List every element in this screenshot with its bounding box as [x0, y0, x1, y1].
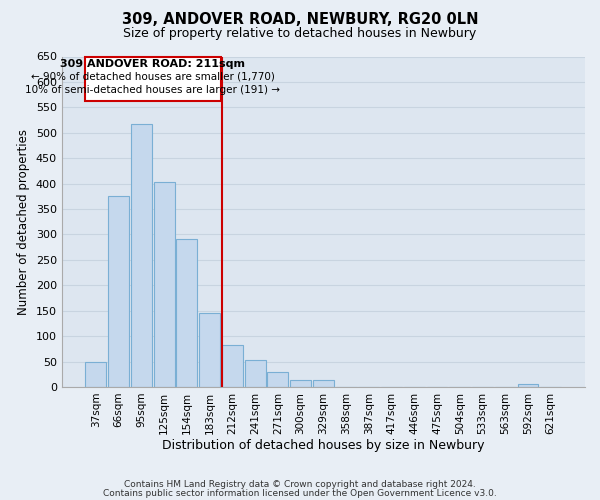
Text: 10% of semi-detached houses are larger (191) →: 10% of semi-detached houses are larger (… [25, 84, 280, 94]
Y-axis label: Number of detached properties: Number of detached properties [17, 128, 30, 314]
Bar [131, 124, 152, 387]
Bar [268, 372, 289, 387]
Bar [85, 362, 106, 387]
Text: Contains public sector information licensed under the Open Government Licence v3: Contains public sector information licen… [103, 490, 497, 498]
Bar [176, 238, 197, 387]
Bar [108, 196, 129, 387]
FancyBboxPatch shape [85, 56, 221, 101]
Text: 309 ANDOVER ROAD: 211sqm: 309 ANDOVER ROAD: 211sqm [60, 59, 245, 69]
Text: Size of property relative to detached houses in Newbury: Size of property relative to detached ho… [124, 28, 476, 40]
Bar [290, 380, 311, 387]
Bar [199, 313, 220, 387]
Bar [222, 346, 243, 387]
Bar [154, 182, 175, 387]
Text: Contains HM Land Registry data © Crown copyright and database right 2024.: Contains HM Land Registry data © Crown c… [124, 480, 476, 489]
Bar [518, 384, 538, 387]
X-axis label: Distribution of detached houses by size in Newbury: Distribution of detached houses by size … [162, 440, 485, 452]
Bar [245, 360, 266, 387]
Bar [313, 380, 334, 387]
Text: ← 90% of detached houses are smaller (1,770): ← 90% of detached houses are smaller (1,… [31, 72, 275, 82]
Text: 309, ANDOVER ROAD, NEWBURY, RG20 0LN: 309, ANDOVER ROAD, NEWBURY, RG20 0LN [122, 12, 478, 28]
